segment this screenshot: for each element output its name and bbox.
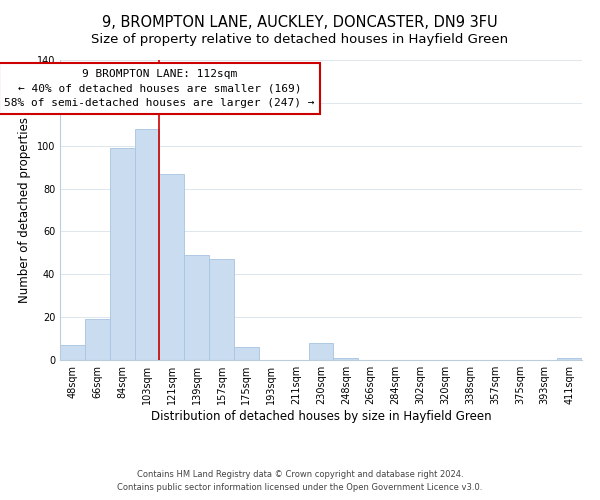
Text: 9, BROMPTON LANE, AUCKLEY, DONCASTER, DN9 3FU: 9, BROMPTON LANE, AUCKLEY, DONCASTER, DN… [102, 15, 498, 30]
Bar [160, 174, 184, 360]
Bar [334, 358, 358, 360]
Bar [110, 148, 134, 360]
Bar [184, 255, 209, 360]
Bar [85, 320, 110, 360]
Bar [209, 260, 234, 360]
X-axis label: Distribution of detached houses by size in Hayfield Green: Distribution of detached houses by size … [151, 410, 491, 423]
Text: Contains HM Land Registry data © Crown copyright and database right 2024.
Contai: Contains HM Land Registry data © Crown c… [118, 470, 482, 492]
Bar [134, 128, 160, 360]
Text: Size of property relative to detached houses in Hayfield Green: Size of property relative to detached ho… [91, 32, 509, 46]
Bar [557, 358, 582, 360]
Bar [60, 345, 85, 360]
Y-axis label: Number of detached properties: Number of detached properties [18, 117, 31, 303]
Bar [308, 343, 334, 360]
Bar [234, 347, 259, 360]
Text: 9 BROMPTON LANE: 112sqm
← 40% of detached houses are smaller (169)
58% of semi-d: 9 BROMPTON LANE: 112sqm ← 40% of detache… [4, 68, 314, 108]
